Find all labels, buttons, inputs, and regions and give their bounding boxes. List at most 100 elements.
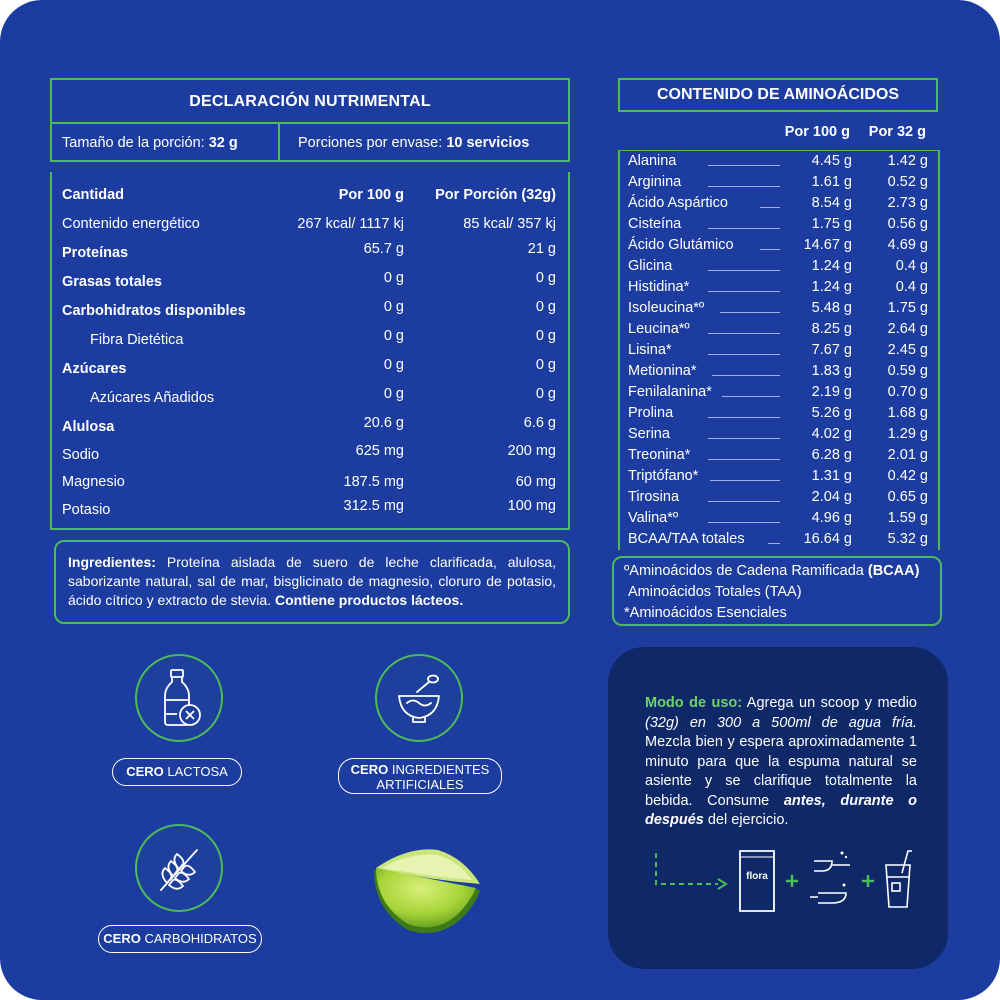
table-row: Potasio 312.5 mg 100 mg (52, 496, 572, 524)
dotted-leader (720, 312, 780, 313)
table-row: Ácido Glutámico 14.67 g 4.69 g (620, 235, 940, 256)
bag-brand-label: flora (746, 871, 768, 882)
nutrition-header-box: DECLARACIÓN NUTRIMENTAL Tamaño de la por… (50, 78, 570, 162)
column-header-portion: Por Porción (32g) (435, 187, 556, 203)
amino-label: Lisina* (628, 342, 672, 358)
amino-value-32g: 1.75 g (887, 300, 928, 316)
amino-value-32g: 0.42 g (887, 468, 928, 484)
nutrition-table-header: Cantidad Por 100 g Por Porción (32g) (52, 181, 572, 209)
table-row: Tirosina 2.04 g 0.65 g (620, 487, 940, 508)
amino-value-100g: 1.31 g (811, 468, 852, 484)
table-row: Isoleucina*º 5.48 g 1.75 g (620, 298, 940, 319)
note-bold: (BCAA) (867, 563, 920, 579)
dotted-leader (708, 228, 780, 229)
row-value-100g: 625 mg (355, 443, 404, 459)
row-value-100g: 0 g (383, 270, 404, 286)
table-row: Glicina 1.24 g 0.4 g (620, 256, 940, 277)
row-value-100g: 65.7 g (363, 241, 404, 257)
amino-label: Cisteína (628, 216, 682, 232)
amino-value-32g: 0.4 g (895, 279, 928, 295)
amino-value-100g: 2.19 g (811, 384, 852, 400)
nutrition-table: Cantidad Por 100 g Por Porción (32g) Con… (50, 172, 570, 530)
usage-text: Mezcla bien y espera aproximadamente 1 m… (645, 734, 917, 809)
amino-value-100g: 1.75 g (811, 216, 852, 232)
note-taa: Aminoácidos Totales (TAA) (628, 584, 802, 600)
table-row: Serina 4.02 g 1.29 g (620, 424, 940, 445)
row-value-100g: 267 kcal/ 1117 kj (297, 216, 404, 232)
bottle-icon (135, 654, 223, 742)
amino-value-100g: 8.54 g (811, 195, 852, 211)
row-value-100g: 20.6 g (363, 415, 404, 431)
dotted-leader (760, 249, 780, 250)
table-row: Proteínas 65.7 g 21 g (52, 239, 572, 267)
nutrition-title: DECLARACIÓN NUTRIMENTAL (189, 93, 431, 110)
badge-text: CARBOHIDRATOS (140, 931, 257, 946)
amino-value-100g: 1.24 g (811, 279, 852, 295)
amino-value-32g: 2.73 g (887, 195, 928, 211)
row-value-portion: 0 g (535, 270, 556, 286)
row-value-portion: 0 g (535, 357, 556, 373)
row-label: Potasio (62, 502, 111, 518)
usage-text-italic: (32g) en 300 a 500ml de agua fría. (645, 714, 917, 731)
amino-value-32g: 1.68 g (887, 405, 928, 421)
row-label: Azúcares Añadidos (90, 390, 215, 406)
note-bcaa: ºAminoácidos de Cadena Ramificada (BCAA) (624, 561, 919, 582)
usage-text: del ejercicio. (703, 812, 789, 828)
dotted-leader (708, 291, 780, 292)
glass-icon (885, 850, 912, 908)
table-row: Leucina*º 8.25 g 2.64 g (620, 319, 940, 340)
amino-value-100g: 1.24 g (811, 258, 852, 274)
amino-label: Serina (628, 426, 670, 442)
table-row: BCAA/TAA totales 16.64 g 5.32 g (620, 529, 940, 550)
dotted-leader (768, 543, 780, 544)
note-essential: *Aminoácidos Esenciales (624, 605, 787, 621)
serving-size: Tamaño de la porción: 32 g (62, 124, 238, 162)
amino-label: Arginina (628, 174, 682, 190)
row-value-100g: 312.5 mg (343, 498, 404, 514)
table-row: Contenido energético 267 kcal/ 1117 kj 8… (52, 210, 572, 238)
dotted-leader (708, 186, 780, 187)
dotted-leader (722, 396, 780, 397)
amino-label: Prolina (628, 405, 674, 421)
amino-label: Alanina (628, 153, 677, 169)
row-value-100g: 187.5 mg (343, 474, 404, 490)
serving-size-label: Tamaño de la porción: (62, 135, 205, 151)
amino-value-100g: 5.48 g (811, 300, 852, 316)
amino-value-32g: 2.64 g (887, 321, 928, 337)
amino-value-32g: 1.42 g (887, 153, 928, 169)
row-value-portion: 85 kcal/ 357 kj (463, 216, 556, 232)
badge-bold: CERO (103, 931, 141, 946)
dotted-leader (708, 522, 780, 523)
allergen-warning: Contiene productos lácteos. (274, 592, 464, 608)
amino-value-32g: 2.45 g (887, 342, 928, 358)
note-text: ºAminoácidos de Cadena Ramificada (624, 563, 868, 579)
table-row: Magnesio 187.5 mg 60 mg (52, 468, 572, 496)
amino-value-100g: 6.28 g (811, 447, 852, 463)
row-label: Azúcares (62, 361, 127, 377)
amino-label: Ácido Glutámico (628, 237, 734, 253)
usage-text: Agrega un scoop y medio (742, 695, 917, 711)
table-row: Azúcares Añadidos 0 g 0 g (52, 384, 572, 412)
row-label: Carbohidratos disponibles (62, 303, 246, 319)
table-row: Arginina 1.61 g 0.52 g (620, 172, 940, 193)
amino-table: Alanina 4.45 g 1.42 g Arginina 1.61 g 0.52 g… (618, 150, 940, 550)
badge-text: LACTOSA (163, 764, 228, 779)
amino-title: CONTENIDO DE AMINOÁCIDOS (618, 78, 938, 112)
dotted-leader (708, 333, 780, 334)
amino-value-32g: 1.59 g (887, 510, 928, 526)
amino-column-32g: Por 32 g (868, 124, 926, 140)
scoop-icon (810, 860, 850, 904)
amino-value-100g: 14.67 g (803, 237, 852, 253)
amino-value-32g: 0.4 g (895, 258, 928, 274)
row-value-portion: 6.6 g (523, 415, 556, 431)
row-label: Sodio (62, 447, 100, 463)
row-label: Grasas totales (62, 274, 162, 290)
amino-column-100g: Por 100 g (784, 124, 850, 140)
row-label: Alulosa (62, 419, 115, 435)
amino-value-32g: 0.59 g (887, 363, 928, 379)
amino-value-32g: 0.65 g (887, 489, 928, 505)
table-row: Ácido Aspártico 8.54 g 2.73 g (620, 193, 940, 214)
amino-value-100g: 2.04 g (811, 489, 852, 505)
wheat-icon (135, 824, 223, 912)
